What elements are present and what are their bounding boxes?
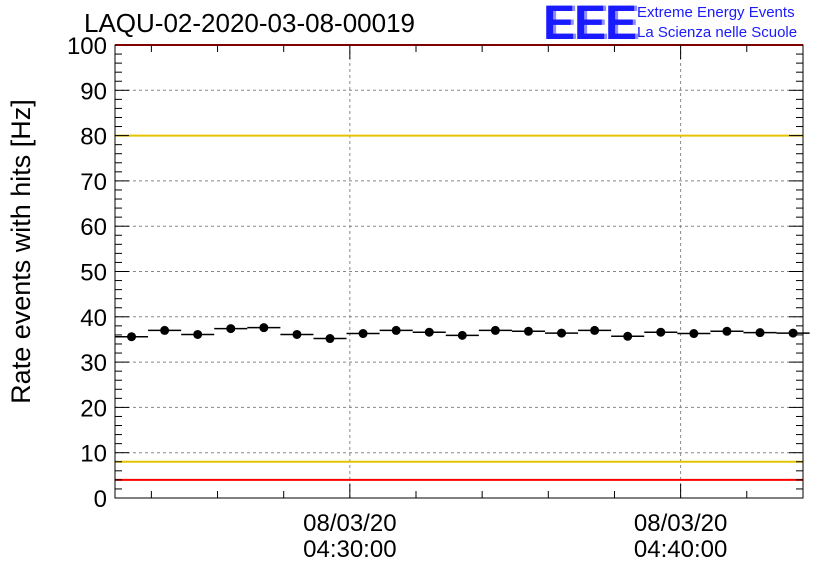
data-point [127, 332, 137, 342]
data-point [689, 329, 699, 339]
data-point [292, 329, 302, 339]
logo-line-1: Extreme Energy Events [637, 4, 795, 21]
y-axis-label: Rate events with hits [Hz] [6, 99, 36, 404]
data-point [226, 324, 236, 334]
x-tick-label-time: 04:40:00 [634, 536, 727, 563]
data-point [490, 325, 500, 335]
data-point [656, 327, 666, 337]
data-point [590, 325, 600, 335]
y-tick-label: 10 [80, 441, 107, 468]
x-tick-label-date: 08/03/20 [303, 510, 396, 537]
data-point [259, 323, 269, 333]
x-tick-label-date: 08/03/20 [634, 510, 727, 537]
data-point [193, 329, 203, 339]
data-point [391, 325, 401, 335]
y-tick-label: 20 [80, 395, 107, 422]
data-point [457, 330, 467, 340]
y-tick-label: 90 [80, 78, 107, 105]
data-point [325, 334, 335, 344]
data-point [358, 329, 368, 339]
logo-line-2: La Scienza nelle Scuole [637, 24, 798, 41]
data-point [755, 328, 765, 338]
y-tick-label: 0 [94, 486, 107, 513]
data-point [523, 326, 533, 336]
y-tick-label: 70 [80, 169, 107, 196]
data-point [623, 331, 633, 341]
y-tick-label: 30 [80, 350, 107, 377]
chart-title: LAQU-02-2020-03-08-00019 [84, 8, 415, 38]
data-point [160, 325, 170, 335]
eee-logo: EEE [543, 0, 637, 50]
y-tick-label: 60 [80, 214, 107, 241]
y-tick-label: 80 [80, 124, 107, 151]
x-tick-label-time: 04:30:00 [303, 536, 396, 563]
y-tick-label: 40 [80, 305, 107, 332]
y-tick-label: 100 [67, 33, 107, 60]
data-point [557, 328, 567, 338]
data-point [424, 327, 434, 337]
data-point [722, 326, 732, 336]
data-point [788, 328, 798, 338]
y-tick-label: 50 [80, 260, 107, 287]
